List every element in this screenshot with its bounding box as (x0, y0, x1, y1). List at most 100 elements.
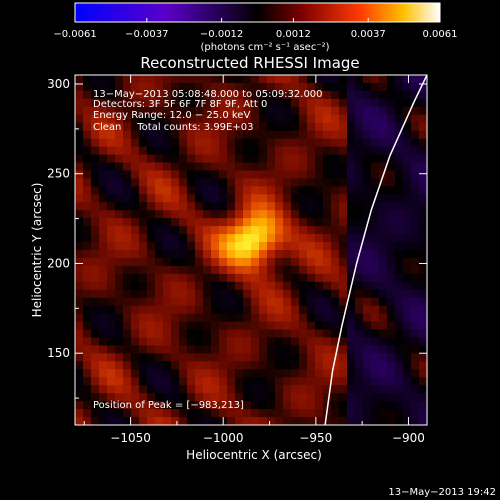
heatmap-cell (315, 409, 324, 418)
heatmap-cell (171, 337, 180, 346)
heatmap-cell (235, 170, 244, 179)
heatmap-cell (91, 265, 100, 275)
heatmap-cell (147, 393, 156, 402)
heatmap-cell (187, 393, 196, 402)
heatmap-cell (251, 218, 260, 227)
heatmap-cell (363, 273, 372, 283)
heatmap-cell (187, 226, 196, 235)
heatmap-cell (347, 297, 356, 307)
heatmap-cell (243, 401, 252, 410)
heatmap-cell (251, 122, 260, 132)
heatmap-cell (371, 210, 380, 219)
heatmap-cell (363, 329, 372, 338)
heatmap-cell (235, 98, 244, 108)
heatmap-cell (387, 218, 396, 227)
heatmap-cell (259, 130, 268, 140)
heatmap-cell (235, 281, 244, 291)
heatmap-cell (243, 265, 252, 275)
heatmap-cell (187, 90, 196, 100)
heatmap-cell (379, 289, 388, 299)
heatmap-cell (363, 250, 372, 259)
heatmap-cell (139, 273, 148, 283)
heatmap-cell (307, 75, 316, 84)
heatmap-cell (75, 337, 84, 346)
heatmap-cell (147, 250, 156, 259)
heatmap-cell (371, 289, 380, 299)
heatmap-cell (123, 377, 132, 386)
heatmap-cell (243, 377, 252, 386)
heatmap-cell (379, 401, 388, 410)
heatmap-cell (195, 297, 204, 307)
heatmap-cell (203, 393, 212, 402)
heatmap-cell (339, 106, 348, 116)
heatmap-cell (371, 154, 380, 163)
heatmap-cell (179, 321, 188, 331)
heatmap-cell (227, 250, 236, 259)
heatmap-cell (91, 202, 100, 211)
heatmap-cell (275, 202, 284, 211)
heatmap-cell (115, 250, 124, 259)
heatmap-cell (155, 369, 164, 378)
heatmap-cell (259, 162, 268, 171)
heatmap-cell (251, 130, 260, 140)
heatmap-cell (307, 162, 316, 171)
heatmap-cell (411, 162, 420, 171)
colorbar-gradient (74, 2, 441, 23)
heatmap-cell (99, 162, 108, 171)
heatmap-cell (371, 313, 380, 323)
heatmap-cell (355, 154, 364, 163)
heatmap-cell (387, 106, 396, 116)
heatmap-cell (379, 329, 388, 338)
heatmap-cell (267, 377, 276, 386)
y-tick-label: 150 (47, 346, 70, 360)
heatmap-cell (411, 273, 420, 283)
heatmap-cell (163, 361, 172, 370)
heatmap-cell (131, 170, 140, 179)
heatmap-cell (275, 289, 284, 299)
heatmap-cell (75, 106, 84, 116)
heatmap-cell (283, 162, 292, 171)
heatmap-cell (235, 194, 244, 203)
heatmap-cell (403, 321, 412, 331)
heatmap-cell (75, 162, 84, 171)
heatmap-cell (147, 242, 156, 251)
heatmap-cell (363, 226, 372, 235)
heatmap-cell (275, 313, 284, 323)
heatmap-cell (147, 361, 156, 370)
heatmap-cell (123, 289, 132, 299)
heatmap-cell (83, 154, 92, 163)
heatmap-cell (323, 202, 332, 211)
heatmap-cell (347, 186, 356, 195)
heatmap-cell (107, 154, 116, 163)
heatmap-cell (355, 90, 364, 100)
heatmap-cell (267, 321, 276, 331)
heatmap-cell (155, 385, 164, 394)
heatmap-cell (411, 154, 420, 163)
heatmap-cell (235, 75, 244, 84)
heatmap-cell (155, 337, 164, 346)
heatmap-cell (299, 377, 308, 386)
heatmap-cell (259, 305, 268, 315)
heatmap-cell (331, 82, 340, 92)
heatmap-cell (123, 369, 132, 378)
heatmap-cell (379, 114, 388, 124)
heatmap-cell (307, 170, 316, 179)
heatmap-cell (363, 345, 372, 354)
heatmap-cell (347, 385, 356, 394)
heatmap-cell (387, 114, 396, 124)
heatmap-cell (331, 202, 340, 211)
heatmap-cell (387, 305, 396, 315)
heatmap-cell (179, 313, 188, 323)
heatmap-cell (147, 90, 156, 100)
heatmap-cell (139, 297, 148, 307)
heatmap-cell (83, 385, 92, 394)
heatmap-cell (155, 178, 164, 187)
heatmap-cell (235, 377, 244, 386)
heatmap-cell (347, 218, 356, 227)
heatmap-cell (403, 329, 412, 338)
heatmap-cell (299, 114, 308, 124)
heatmap-cell (347, 377, 356, 386)
heatmap-cell (163, 409, 172, 418)
heatmap-cell (219, 401, 228, 410)
heatmap-cell (339, 186, 348, 195)
